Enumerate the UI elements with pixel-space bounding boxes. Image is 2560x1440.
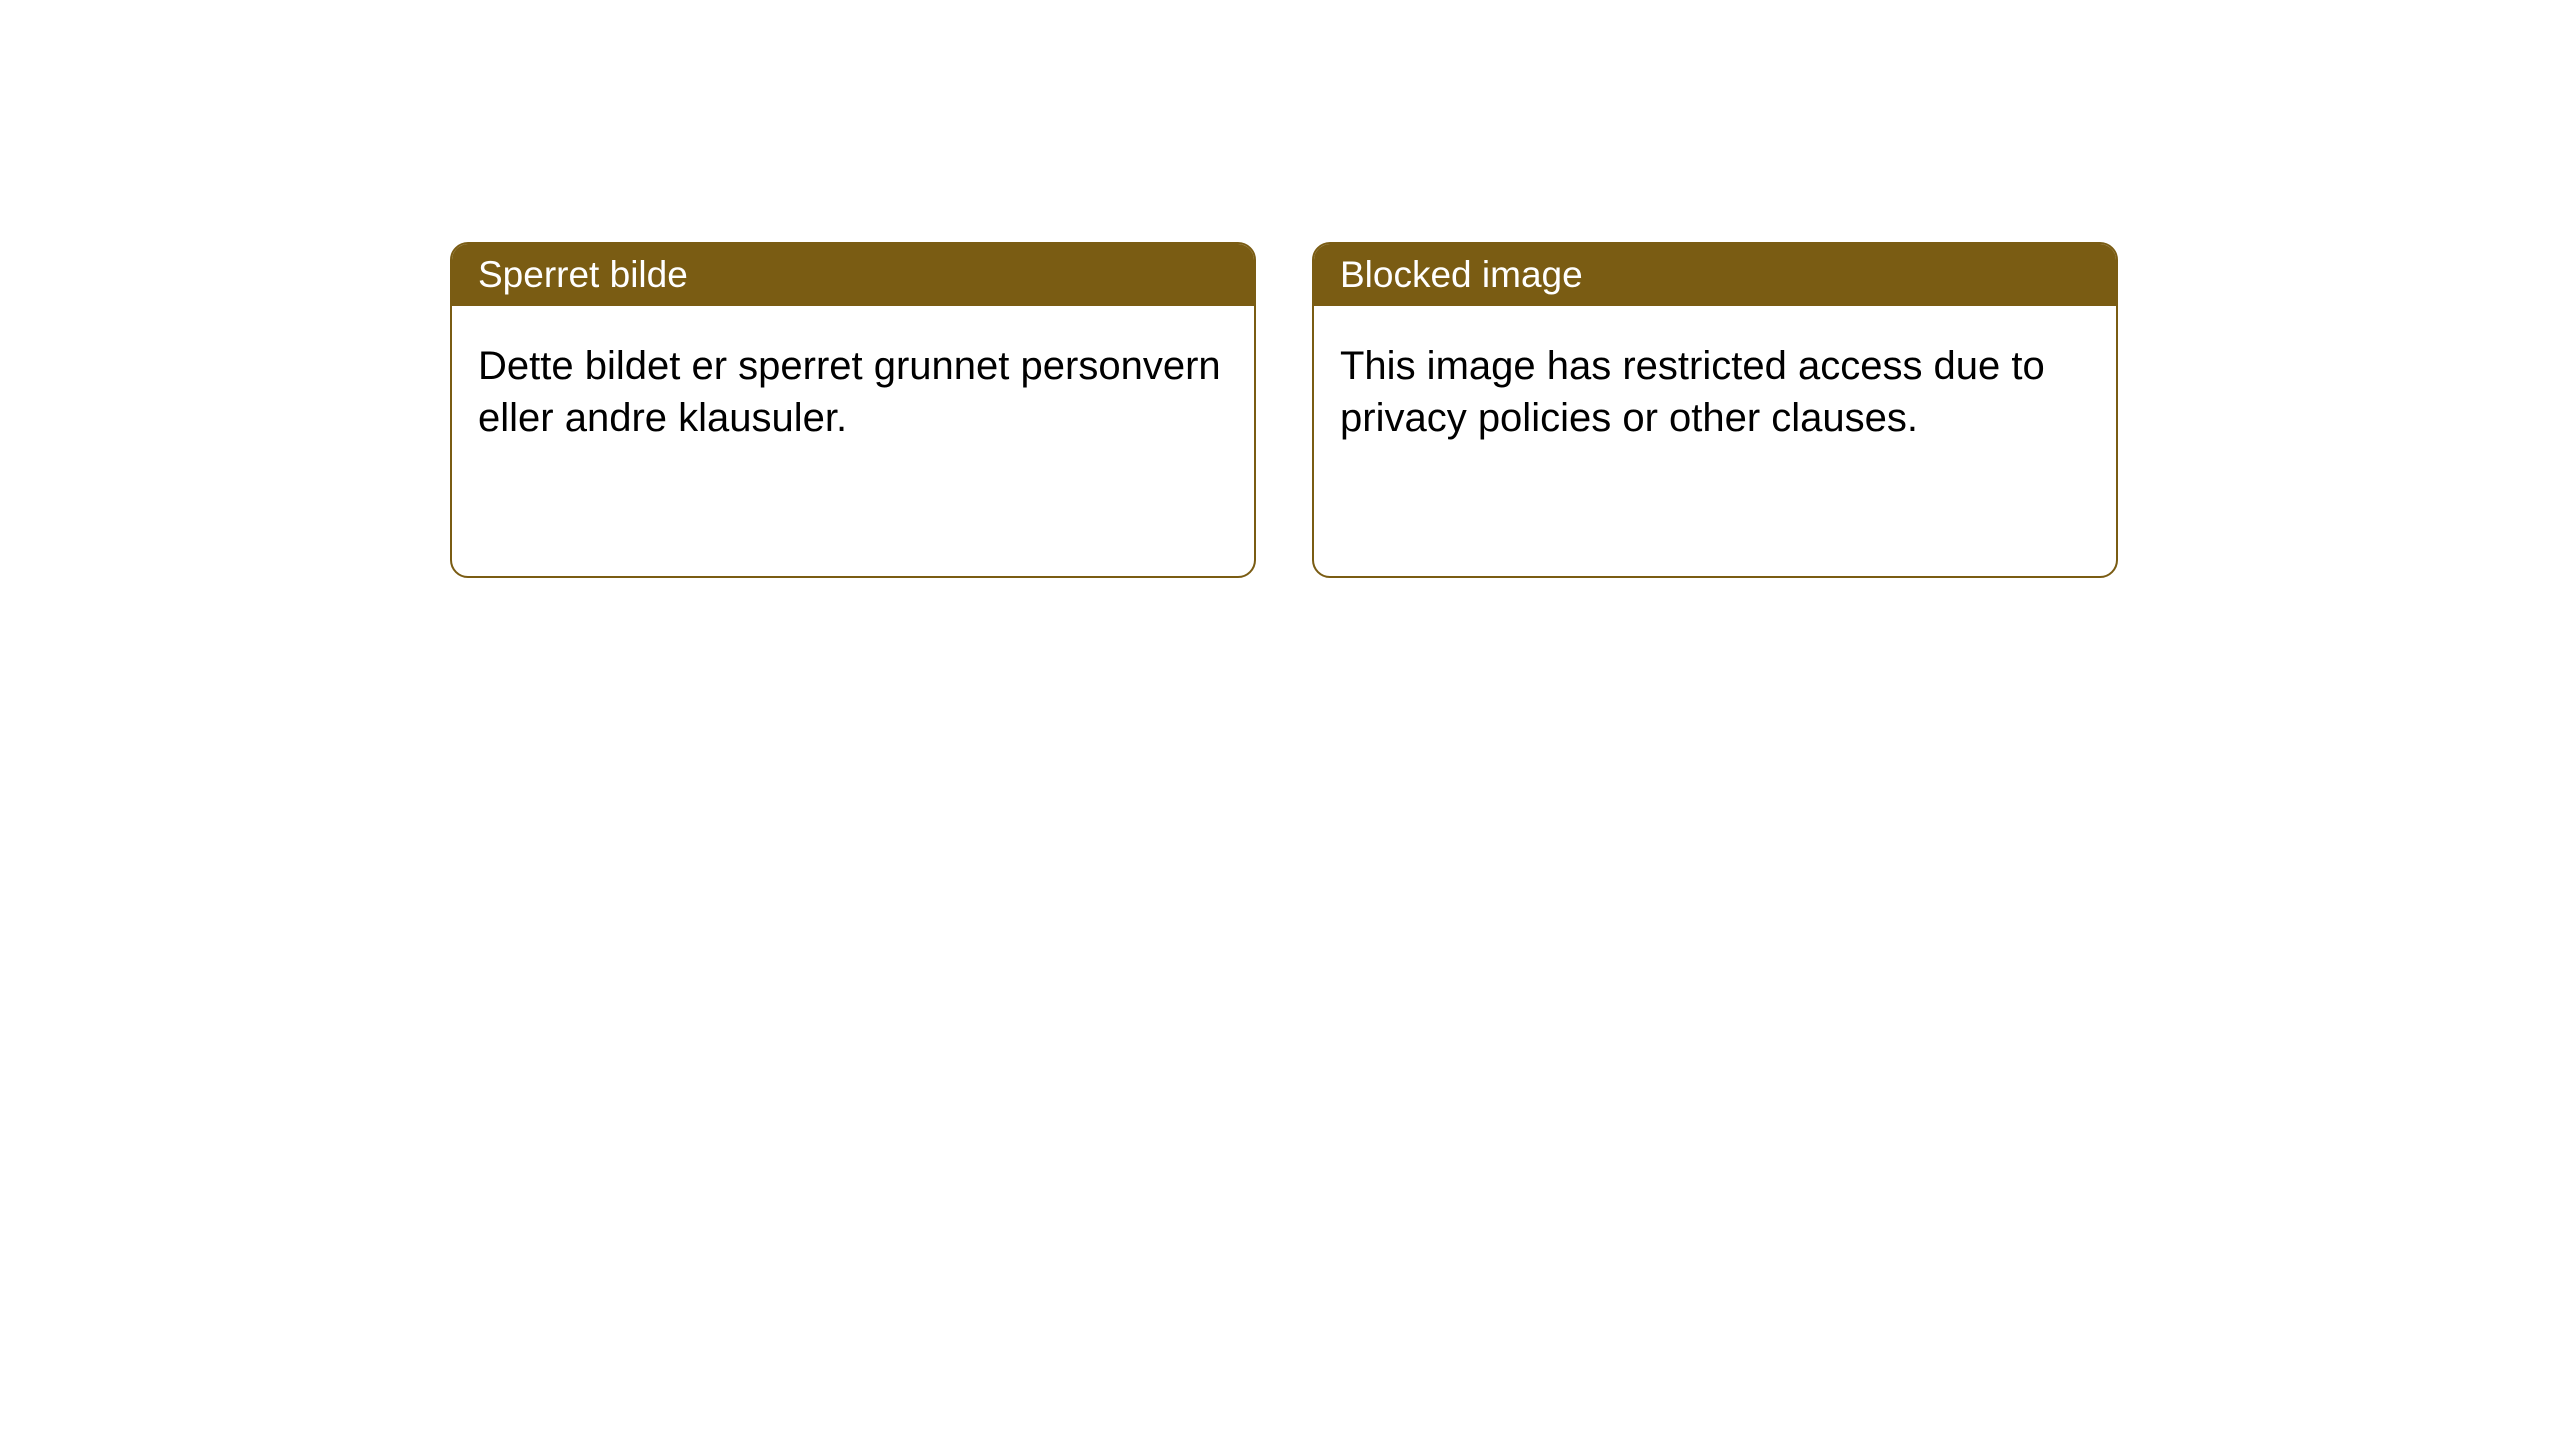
card-title: Blocked image bbox=[1340, 254, 1583, 295]
card-message: Dette bildet er sperret grunnet personve… bbox=[478, 344, 1221, 440]
blocked-image-card-en: Blocked image This image has restricted … bbox=[1312, 242, 2118, 578]
card-body: Dette bildet er sperret grunnet personve… bbox=[452, 306, 1254, 478]
card-body: This image has restricted access due to … bbox=[1314, 306, 2116, 478]
blocked-image-card-no: Sperret bilde Dette bildet er sperret gr… bbox=[450, 242, 1256, 578]
card-message: This image has restricted access due to … bbox=[1340, 344, 2045, 440]
card-header: Blocked image bbox=[1314, 244, 2116, 306]
notice-container: Sperret bilde Dette bildet er sperret gr… bbox=[0, 0, 2560, 578]
card-header: Sperret bilde bbox=[452, 244, 1254, 306]
card-title: Sperret bilde bbox=[478, 254, 688, 295]
